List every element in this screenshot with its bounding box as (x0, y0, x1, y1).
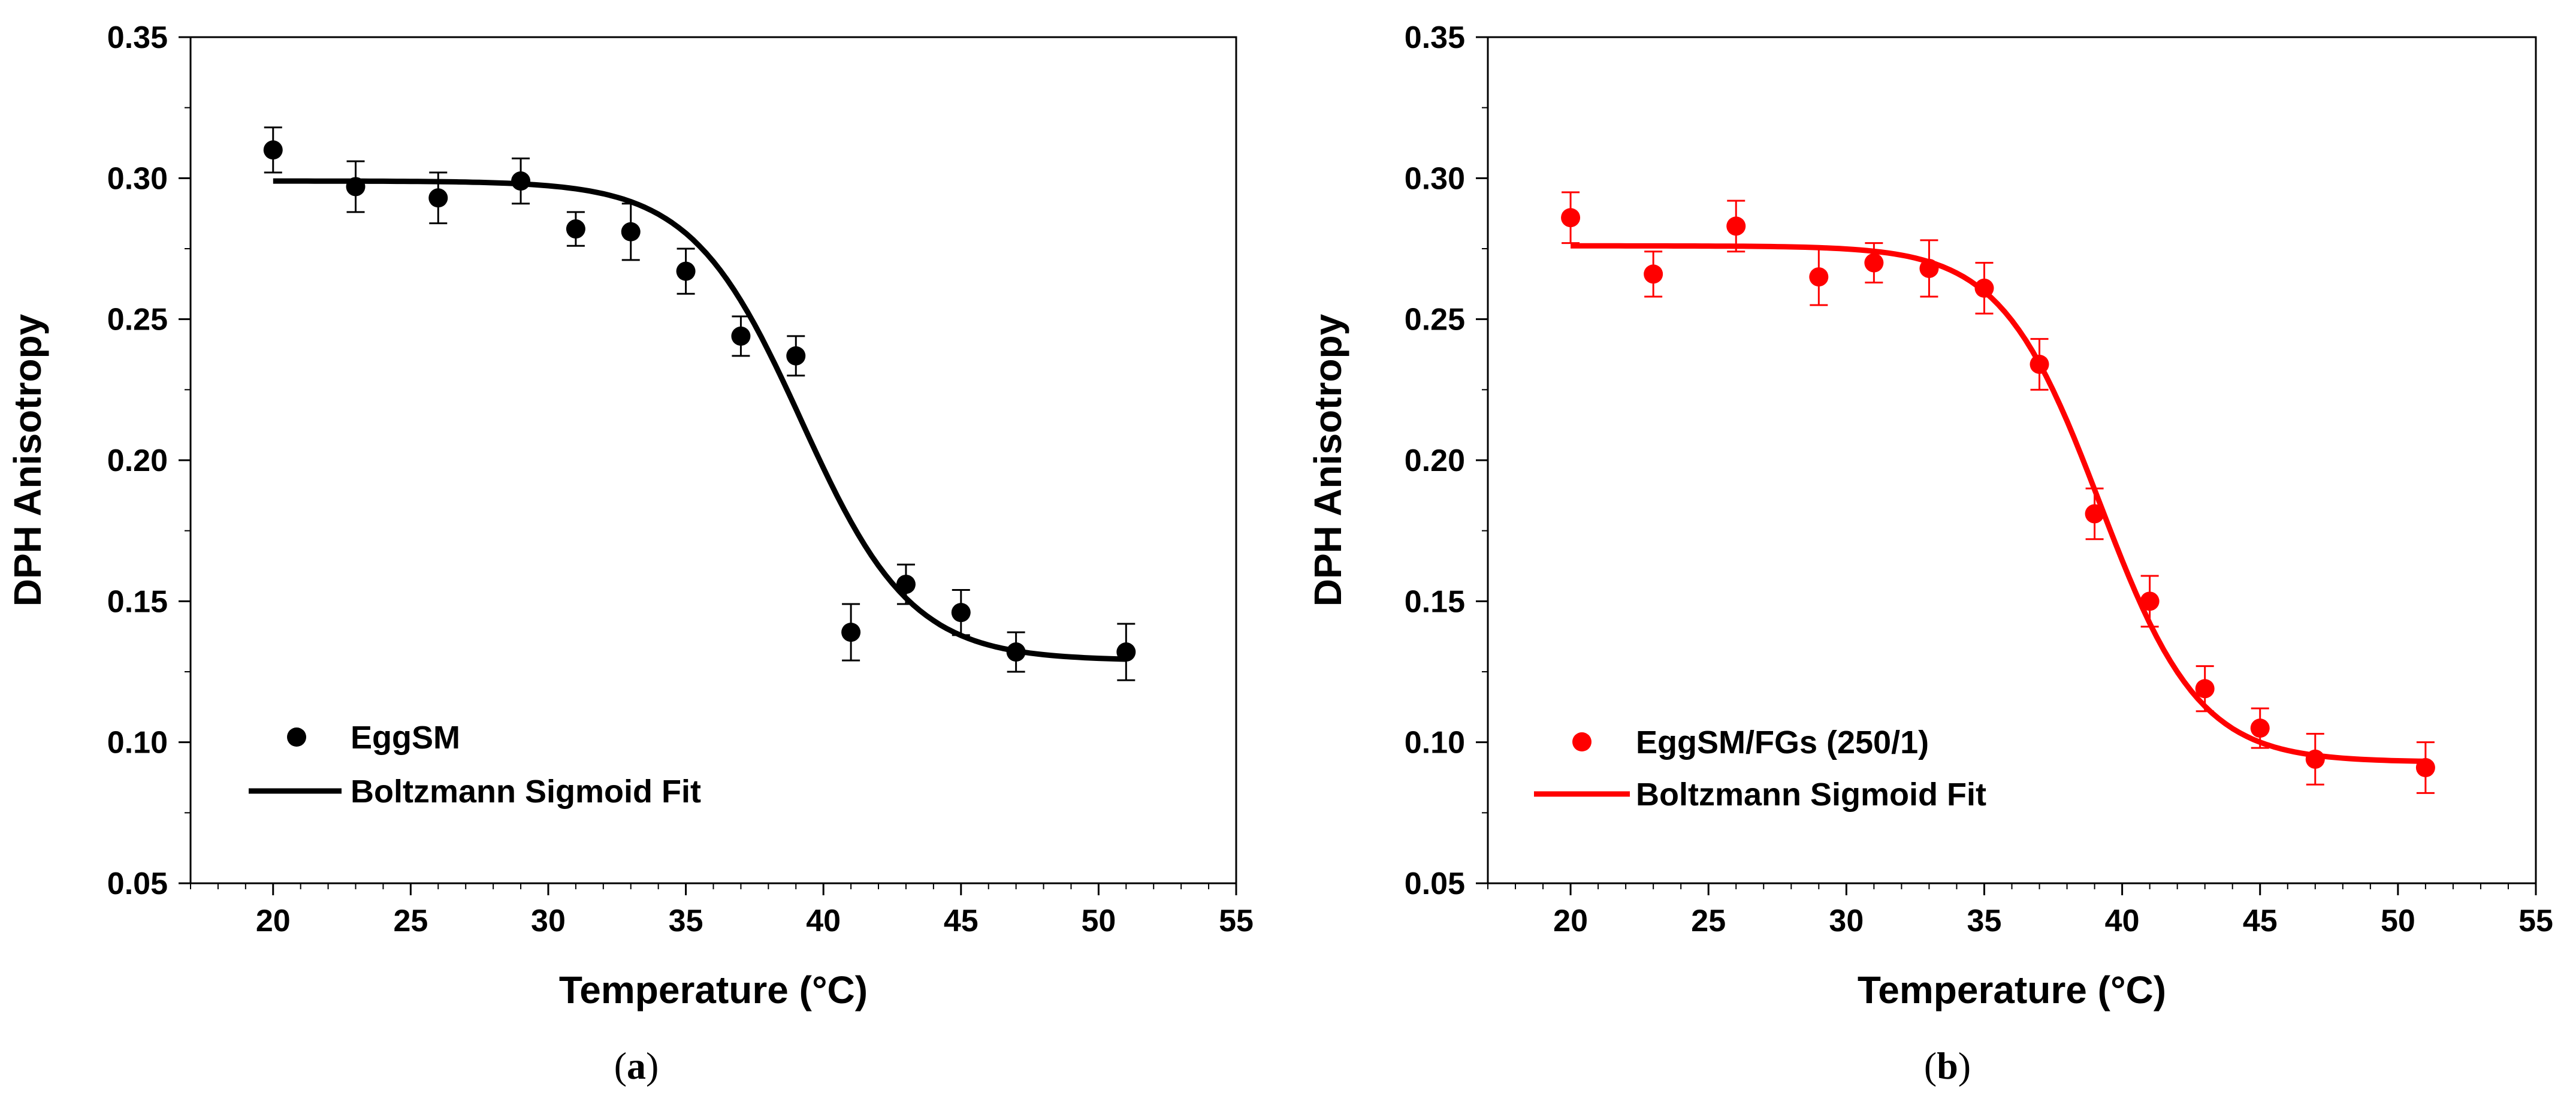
data-point (2250, 718, 2270, 738)
data-point (1974, 278, 1994, 298)
y-tick-label: 0.25 (107, 303, 168, 337)
data-point (841, 623, 861, 642)
y-tick-label: 0.10 (107, 726, 168, 760)
x-tick-label: 30 (1829, 904, 1864, 938)
data-point (1726, 216, 1746, 236)
legend-label-fit: Boltzmann Sigmoid Fit (351, 774, 701, 810)
caption-letter: b (1937, 1044, 1958, 1087)
data-point (346, 177, 366, 197)
panel-caption: (b) (1924, 1044, 1971, 1087)
x-tick-label: 40 (2105, 904, 2140, 938)
x-tick-label: 25 (1691, 904, 1726, 938)
plot-frame (189, 36, 1237, 884)
x-tick-label: 30 (531, 904, 566, 938)
x-tick-label: 45 (944, 904, 979, 938)
data-point (621, 222, 641, 241)
x-tick-label: 55 (2518, 904, 2553, 938)
x-tick-label: 45 (2243, 904, 2278, 938)
x-tick-label: 35 (669, 904, 703, 938)
data-point (511, 171, 531, 191)
legend-marker (1572, 732, 1591, 751)
y-axis-title: DPH Anisotropy (1306, 313, 1349, 606)
y-axis-title: DPH Anisotropy (6, 313, 49, 606)
x-tick-label: 25 (393, 904, 428, 938)
panel-a: 20 25 30 35 40 45 50 55 0.05 0.10 0.15 0.20 0.25 0.30… (6, 20, 1254, 1087)
y-tick-label: 0.05 (1405, 867, 1465, 901)
y-tick-label: 0.10 (1405, 726, 1465, 760)
fit-curve (1571, 243, 2426, 764)
y-tick-label: 0.30 (1405, 161, 1465, 196)
data-point (428, 188, 448, 208)
x-tick-label: 20 (256, 904, 291, 938)
caption-letter: a (627, 1044, 646, 1087)
x-tick-label: 55 (1219, 904, 1254, 938)
legend-label-fit: Boltzmann Sigmoid Fit (1636, 777, 1986, 813)
data-point (786, 346, 806, 366)
data-point (1919, 258, 1939, 278)
y-tick-label: 0.15 (1405, 584, 1465, 619)
data-point (896, 575, 916, 594)
data-point (2140, 591, 2160, 611)
data-point (2030, 354, 2049, 374)
data-point (2195, 679, 2215, 699)
data-point (1006, 642, 1026, 662)
fit-curve (273, 178, 1127, 662)
data-point (2305, 749, 2325, 769)
y-tick-label: 0.05 (107, 867, 168, 901)
x-tick-label: 20 (1553, 904, 1588, 938)
panel-b: 20 25 30 35 40 45 50 55 0.05 0.10 0.15 0.20 0.25 0.30… (1306, 20, 2553, 1087)
caption-paren-open: ( (614, 1044, 627, 1087)
panel-caption: (a) (614, 1044, 659, 1087)
data-point (951, 603, 971, 623)
data-point (2085, 504, 2104, 524)
data-point (2415, 758, 2435, 778)
x-axis-title: Temperature (°C) (559, 968, 868, 1012)
data-point (1809, 267, 1829, 287)
data-point (566, 219, 585, 239)
legend-marker (287, 727, 306, 747)
x-axis-title: Temperature (°C) (1858, 968, 2166, 1012)
caption-paren-close: ) (646, 1044, 659, 1087)
data-point (1116, 642, 1136, 662)
y-tick-label: 0.30 (107, 161, 168, 196)
data-point (676, 261, 696, 281)
x-tick-label: 50 (1081, 904, 1116, 938)
y-tick-label: 0.25 (1405, 303, 1465, 337)
caption-paren-open: ( (1924, 1044, 1937, 1087)
data-point (263, 140, 283, 160)
x-tick-label: 35 (1967, 904, 2002, 938)
x-tick-label: 40 (806, 904, 841, 938)
y-tick-label: 0.20 (1405, 443, 1465, 478)
data-point (731, 326, 751, 346)
data-point (1644, 264, 1663, 284)
legend-label-series: EggSM/FGs (250/1) (1636, 724, 1929, 760)
x-tick-label: 50 (2381, 904, 2415, 938)
caption-paren-close: ) (1958, 1044, 1971, 1087)
legend-label-series: EggSM (351, 720, 460, 756)
y-tick-label: 0.35 (107, 20, 168, 55)
y-tick-label: 0.35 (1405, 20, 1465, 55)
data-point (1864, 253, 1884, 273)
y-tick-label: 0.20 (107, 443, 168, 478)
data-point (1561, 208, 1581, 228)
y-tick-label: 0.15 (107, 584, 168, 619)
